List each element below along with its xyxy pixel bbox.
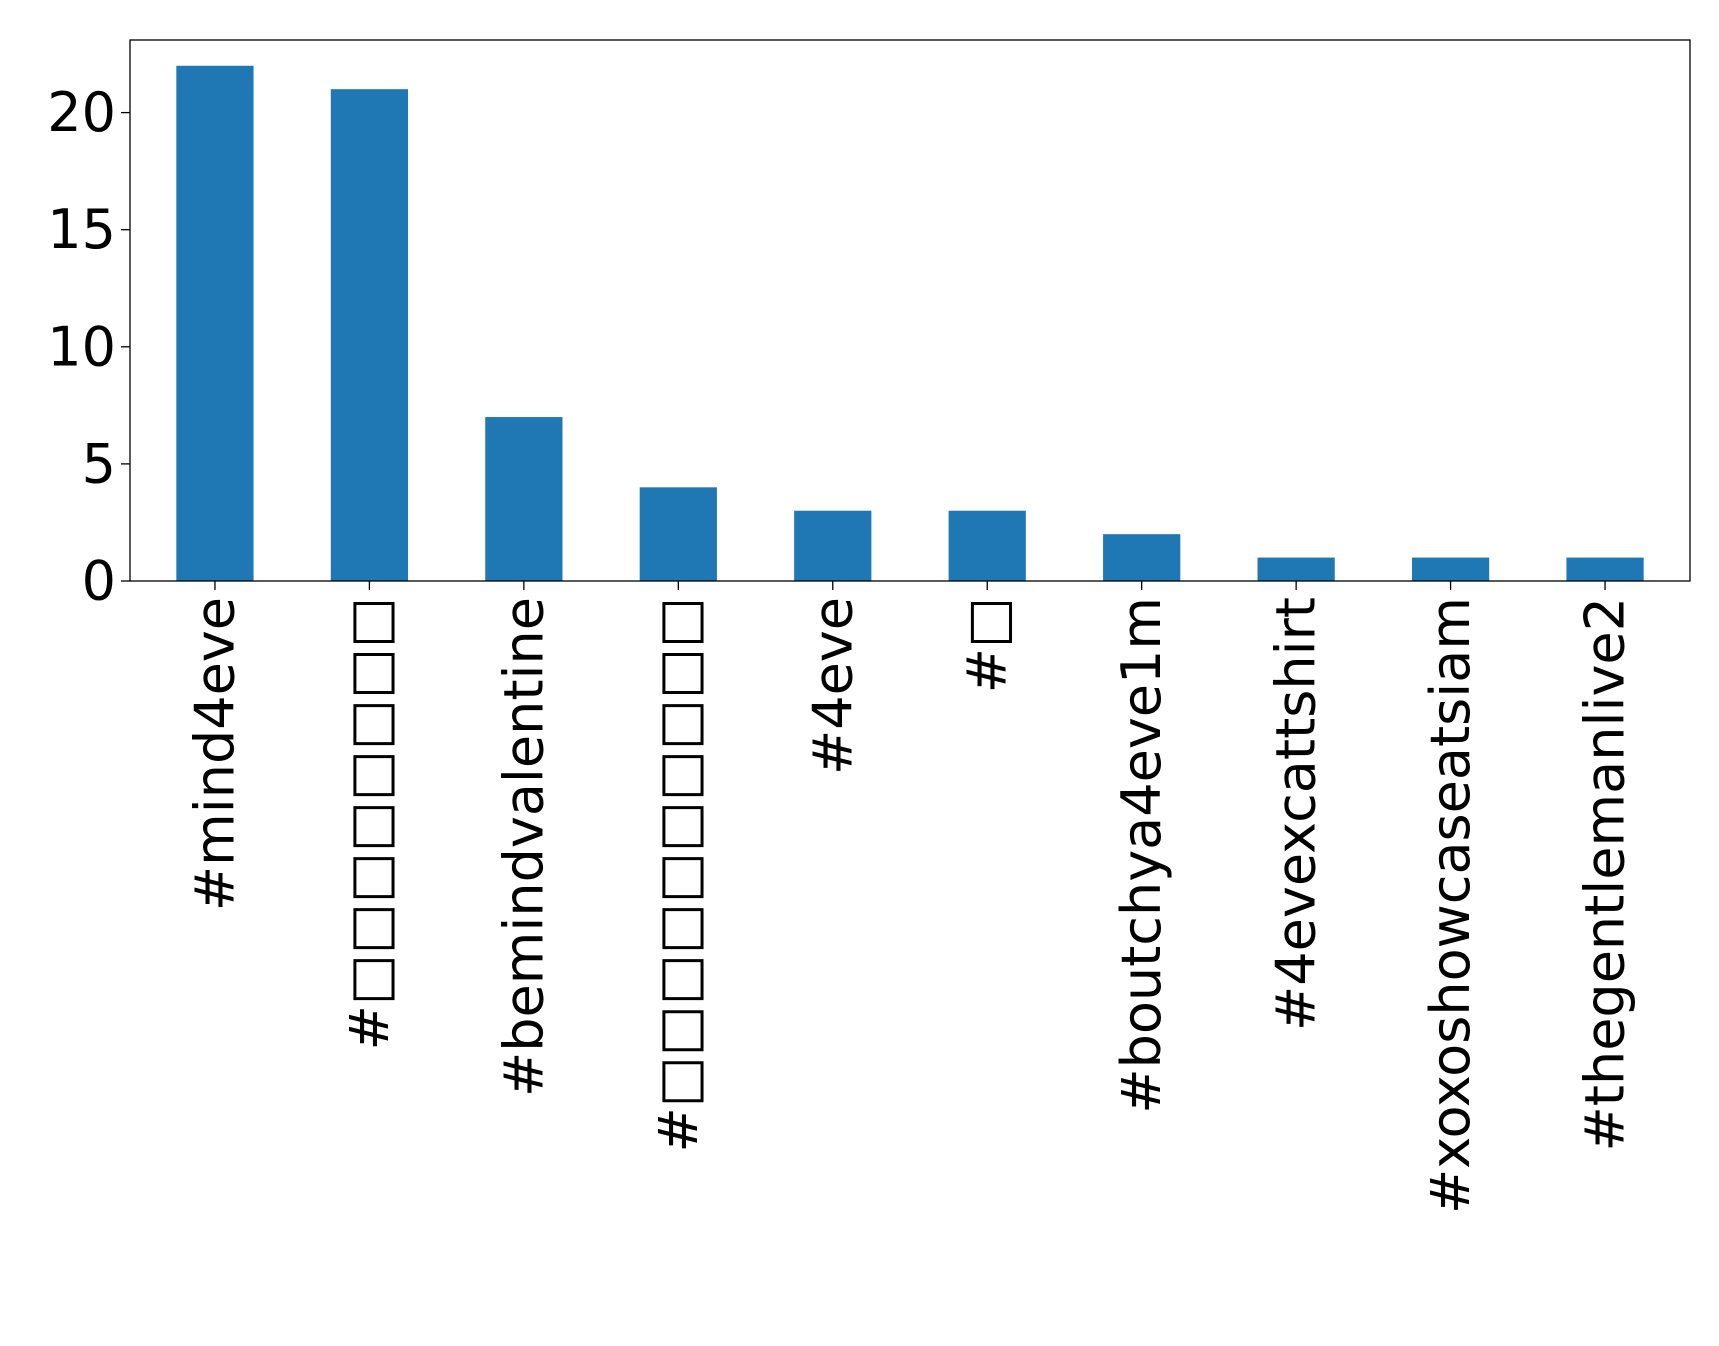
bar-4 xyxy=(794,510,872,581)
x-tick-label-0: #mind4eve xyxy=(183,597,246,911)
y-tick-label-0: 0 xyxy=(82,550,116,613)
y-tick-label-2: 10 xyxy=(47,315,116,378)
x-tick-label-1: #□□□□□□□□ xyxy=(338,597,401,1050)
plot-frame xyxy=(129,39,1691,582)
bar-2 xyxy=(485,417,563,581)
bar-1 xyxy=(330,89,409,581)
x-tick-label-8: #xoxoshowcaseatsiam xyxy=(1419,597,1482,1214)
y-axis: 0 5 10 15 20 xyxy=(47,81,130,613)
bar-3 xyxy=(639,487,717,581)
x-tick-label-4: #4eve xyxy=(801,597,864,775)
x-tick-label-3: #□□□□□□□□□□ xyxy=(647,597,710,1152)
x-tick-label-7: #4evexcattshirt xyxy=(1265,597,1328,1031)
bars-group xyxy=(176,65,1644,581)
bar-6 xyxy=(1103,534,1181,581)
y-tick-label-1: 5 xyxy=(82,432,116,495)
x-axis: #mind4eve #□□□□□□□□ #bemindvalentine #□□□□□… xyxy=(183,581,1637,1214)
y-tick-label-4: 20 xyxy=(47,81,116,144)
bar-8 xyxy=(1411,557,1490,581)
bar-5 xyxy=(948,510,1026,581)
x-tick-label-6: #boutchya4eve1m xyxy=(1110,597,1173,1114)
y-tick-label-3: 15 xyxy=(47,198,116,261)
bar-0 xyxy=(176,65,254,581)
bar-9 xyxy=(1566,557,1644,581)
bar-7 xyxy=(1257,557,1335,581)
x-tick-label-5: #□ xyxy=(956,597,1019,693)
x-tick-label-2: #bemindvalentine xyxy=(492,597,555,1097)
x-tick-label-9: #thegentlemanlive2 xyxy=(1574,597,1637,1151)
